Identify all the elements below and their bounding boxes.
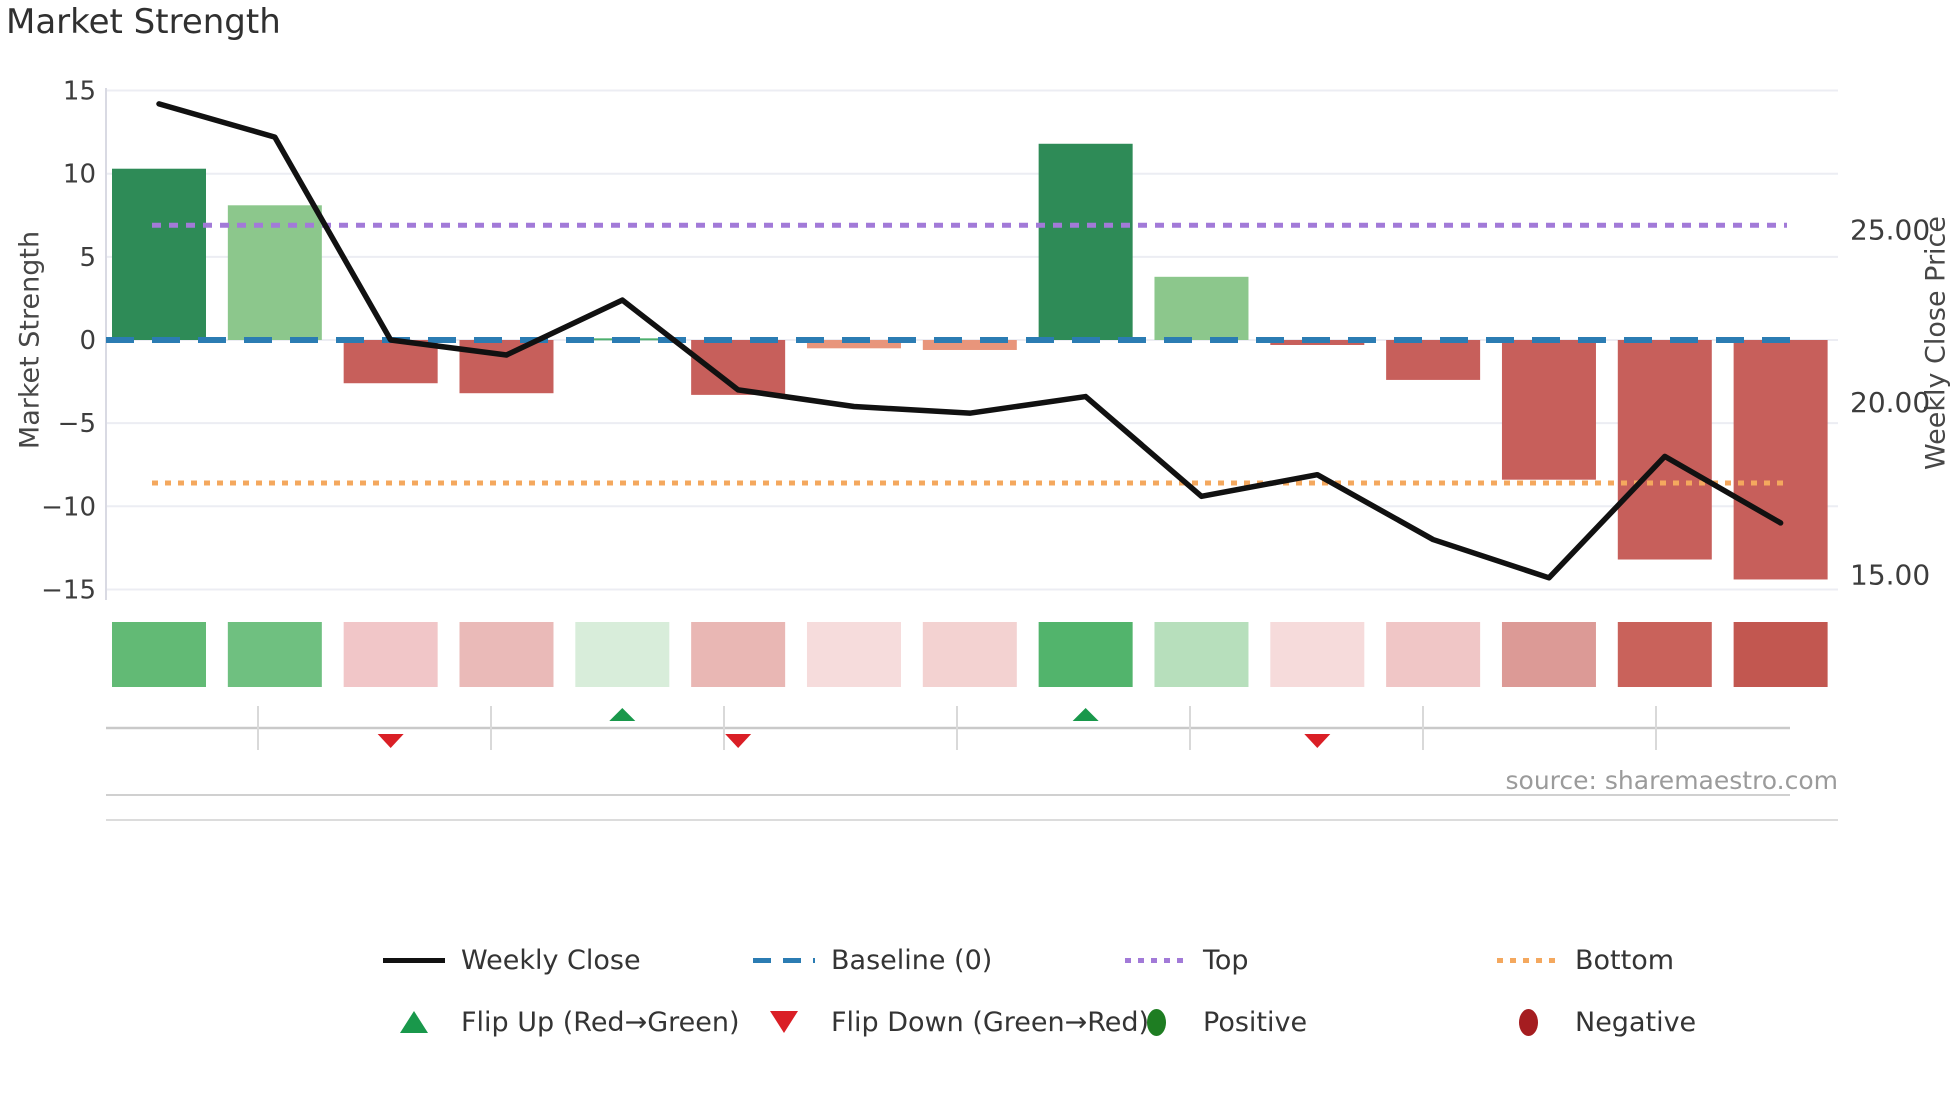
heatmap-cell bbox=[112, 622, 206, 687]
heatmap-cell bbox=[459, 622, 554, 687]
heatmap-cell bbox=[1386, 622, 1481, 687]
market-strength-bar bbox=[112, 168, 206, 340]
flip-up-marker bbox=[609, 708, 636, 721]
heatmap-cell bbox=[1270, 622, 1365, 687]
left-tick-label: 0 bbox=[79, 326, 96, 356]
market-strength-bar bbox=[343, 340, 438, 384]
left-tick-label: 15 bbox=[63, 77, 96, 107]
left-tick-label: −10 bbox=[41, 492, 96, 522]
source-credit: source: sharemaestro.com bbox=[1505, 766, 1839, 795]
market-strength-bar bbox=[806, 340, 901, 349]
page-title: Market Strength bbox=[6, 2, 281, 42]
heatmap-cell bbox=[343, 622, 438, 687]
market-strength-bar bbox=[1038, 143, 1133, 340]
left-tick-label: −15 bbox=[41, 575, 96, 605]
weekly-close-line bbox=[156, 101, 1784, 581]
heatmap-cell bbox=[1154, 622, 1249, 687]
left-tick-label: −5 bbox=[58, 409, 96, 439]
heatmap-cell bbox=[1501, 622, 1596, 687]
market-strength-bar bbox=[1617, 340, 1712, 560]
flip-up-marker bbox=[1072, 708, 1099, 721]
heatmap-cell bbox=[1733, 622, 1828, 687]
left-tick-label: 10 bbox=[63, 160, 96, 190]
market-strength-bar bbox=[1154, 276, 1249, 340]
heatmap-cell bbox=[575, 622, 670, 687]
flip-down-marker bbox=[377, 734, 404, 748]
right-tick-label: 15.00 bbox=[1850, 559, 1930, 592]
heatmap-cell bbox=[227, 622, 322, 687]
heatmap-cell bbox=[1617, 622, 1712, 687]
market-strength-bar bbox=[1733, 340, 1828, 580]
market-strength-bar bbox=[1501, 340, 1596, 480]
heatmap-cell bbox=[1038, 622, 1133, 687]
right-tick-label: 20.00 bbox=[1850, 386, 1930, 419]
heatmap-cell bbox=[691, 622, 786, 687]
heatmap-cell bbox=[806, 622, 901, 687]
heatmap-cell bbox=[922, 622, 1017, 687]
market-strength-bar bbox=[922, 340, 1017, 350]
flip-down-marker bbox=[725, 734, 752, 748]
right-tick-label: 25.00 bbox=[1850, 214, 1930, 247]
market-strength-bar bbox=[1386, 340, 1481, 380]
flip-down-marker bbox=[1304, 734, 1331, 748]
left-tick-label: 5 bbox=[79, 243, 96, 273]
